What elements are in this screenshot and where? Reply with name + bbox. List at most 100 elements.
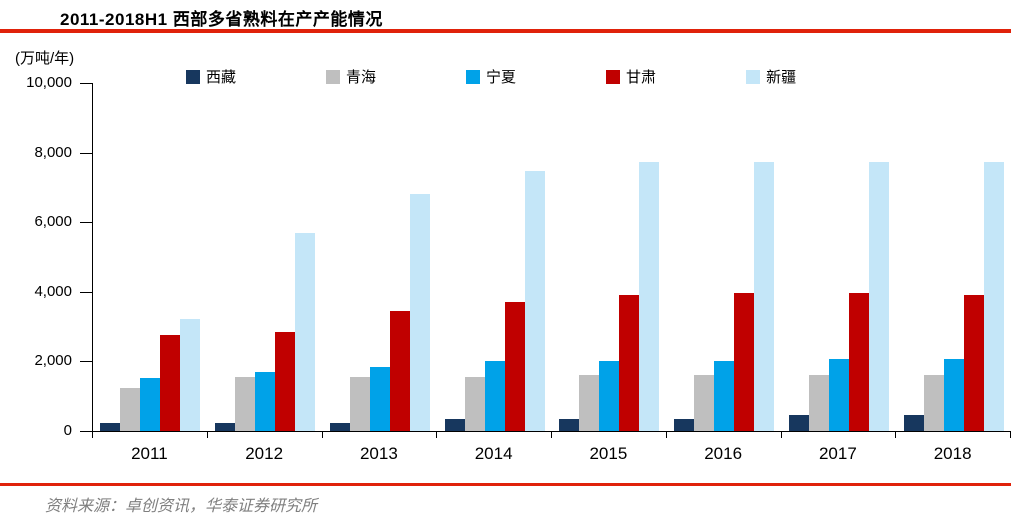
x-tick-mark — [895, 431, 897, 438]
bar-xinjiang-2013 — [409, 194, 430, 431]
y-tick-label: 0 — [63, 422, 72, 439]
legend-label-xinjiang: 新疆 — [766, 69, 797, 86]
source-note: 资料来源：卓创资讯，华泰证券研究所 — [45, 498, 318, 515]
bar-group-2014 — [437, 83, 552, 431]
x-axis-label-2011: 2011 — [131, 444, 168, 463]
bar-gansu-2015 — [619, 294, 640, 431]
bar-group-2011 — [93, 83, 208, 431]
legend-swatch-xinjiang — [746, 69, 761, 84]
legend: 西藏 青海 宁夏 甘肃 新疆 — [186, 66, 796, 87]
bar-group-2012 — [208, 83, 323, 431]
legend-label-qinghai: 青海 — [346, 69, 377, 86]
bar-group-2013 — [323, 83, 438, 431]
plot-area — [92, 83, 1011, 432]
bar-ningxia-2011 — [140, 377, 161, 431]
bar-xizang-2014 — [444, 419, 465, 431]
bar-xinjiang-2012 — [295, 232, 316, 431]
x-tick-mark — [92, 431, 93, 438]
legend-swatch-xizang — [186, 69, 200, 84]
x-tick-mark — [665, 431, 667, 438]
bar-xizang-2011 — [100, 423, 121, 431]
y-tick-mark — [80, 431, 92, 432]
y-tick-mark — [80, 152, 92, 154]
y-tick-label: 4,000 — [34, 282, 72, 300]
bar-ningxia-2016 — [714, 361, 735, 431]
bar-xinjiang-2011 — [180, 318, 201, 431]
bar-gansu-2016 — [734, 292, 755, 431]
legend-item-xizang: 西藏 — [186, 66, 236, 87]
bar-xinjiang-2015 — [639, 161, 660, 431]
bar-qinghai-2017 — [808, 375, 829, 431]
bar-gansu-2018 — [963, 295, 984, 431]
footer-divider — [0, 483, 1011, 486]
bar-qinghai-2014 — [464, 377, 485, 431]
bar-ningxia-2013 — [369, 367, 390, 431]
title-divider — [0, 29, 1011, 33]
chart-title: 2011-2018H1 西部多省熟料在产产能情况 — [60, 10, 383, 29]
x-axis-label-2015: 2015 — [589, 444, 628, 463]
bar-xinjiang-2018 — [983, 161, 1004, 431]
bar-ningxia-2014 — [484, 361, 505, 431]
y-tick-label: 10,000 — [26, 74, 72, 91]
bar-gansu-2012 — [275, 332, 296, 431]
x-axis-label-2016: 2016 — [704, 444, 743, 463]
x-tick-mark — [321, 431, 323, 438]
y-tick-label: 8,000 — [34, 143, 72, 161]
legend-label-ningxia: 宁夏 — [486, 69, 517, 86]
bar-gansu-2013 — [389, 311, 410, 431]
legend-label-xizang: 西藏 — [206, 69, 237, 86]
bar-ningxia-2017 — [828, 358, 849, 431]
bar-xizang-2012 — [215, 423, 236, 431]
legend-swatch-gansu — [606, 69, 621, 84]
bar-qinghai-2011 — [120, 387, 141, 431]
x-axis-label-2014: 2014 — [474, 444, 513, 463]
bar-qinghai-2015 — [579, 375, 600, 431]
bar-ningxia-2015 — [599, 361, 620, 431]
x-tick-mark — [206, 431, 208, 438]
bar-group-2018 — [896, 83, 1011, 431]
x-axis-label-2017: 2017 — [818, 444, 857, 463]
bar-xizang-2013 — [329, 423, 350, 431]
legend-label-gansu: 甘肃 — [626, 69, 657, 86]
bar-qinghai-2018 — [923, 375, 944, 431]
legend-item-ningxia: 宁夏 — [466, 66, 516, 87]
bar-ningxia-2012 — [255, 372, 276, 431]
y-tick-label: 2,000 — [34, 352, 72, 370]
bar-ningxia-2018 — [943, 358, 964, 431]
bar-qinghai-2012 — [235, 377, 256, 431]
bar-gansu-2017 — [848, 292, 869, 431]
bar-xinjiang-2016 — [754, 161, 775, 431]
bar-xizang-2015 — [559, 419, 580, 431]
bar-xizang-2017 — [788, 415, 809, 431]
x-axis-labels: 2011 2012 2013 2014 2015 2016 2017 2018 — [92, 444, 1010, 464]
y-tick-mark — [80, 222, 92, 224]
y-tick-mark — [80, 291, 92, 293]
bar-xinjiang-2017 — [868, 161, 889, 431]
bar-gansu-2011 — [160, 335, 181, 431]
bar-xinjiang-2014 — [524, 171, 545, 431]
x-axis-label-2012: 2012 — [245, 444, 284, 463]
legend-item-qinghai: 青海 — [326, 66, 376, 87]
y-axis-unit-label: (万吨/年) — [15, 50, 75, 67]
bar-qinghai-2013 — [349, 377, 370, 431]
x-tick-mark — [551, 431, 552, 438]
bar-xizang-2018 — [903, 415, 924, 431]
bar-group-2017 — [782, 83, 897, 431]
bar-gansu-2014 — [504, 302, 525, 431]
x-tick-mark — [436, 431, 438, 438]
bar-group-2015 — [552, 83, 667, 431]
bar-group-2016 — [667, 83, 782, 431]
y-tick-label: 6,000 — [34, 213, 72, 231]
bar-xizang-2016 — [674, 419, 695, 431]
legend-swatch-ningxia — [466, 69, 481, 84]
legend-swatch-qinghai — [326, 69, 341, 84]
x-axis-label-2013: 2013 — [359, 444, 398, 463]
legend-item-gansu: 甘肃 — [606, 66, 656, 87]
x-tick-mark — [780, 431, 782, 438]
y-tick-mark — [80, 83, 92, 84]
bar-qinghai-2016 — [694, 375, 715, 431]
legend-item-xinjiang: 新疆 — [746, 66, 796, 87]
x-axis-label-2018: 2018 — [933, 444, 972, 463]
y-tick-mark — [80, 361, 92, 363]
